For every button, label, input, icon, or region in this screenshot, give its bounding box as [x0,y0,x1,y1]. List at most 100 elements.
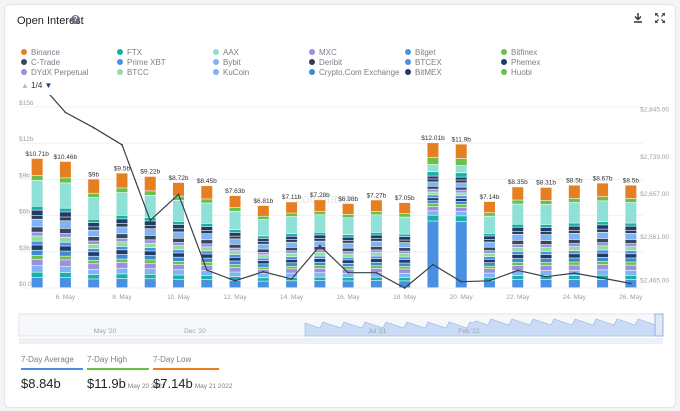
bar-segment [88,256,100,261]
bar-segment [59,208,71,212]
bar-segment [427,182,439,186]
bar-segment [201,240,213,244]
bar-segment [229,232,241,236]
bar-segment [427,186,439,189]
legend-item[interactable]: MXC [309,48,337,58]
bar-segment [399,240,411,243]
legend-item[interactable]: Phemex [501,58,540,68]
legend-label: Prime XBT [127,58,166,67]
bar-segment [144,243,156,248]
bar-data-label: $7.63b [225,188,245,195]
legend-item[interactable]: C-Trade [21,58,60,68]
legend-swatch [501,48,507,55]
y-left-tick-label: $6b [19,209,30,216]
bar-segment [427,203,439,207]
legend-swatch [117,68,123,75]
bar-segment [370,246,382,250]
bar-segment [342,248,354,252]
bar-segment [427,179,439,182]
bar-segment [31,219,43,227]
chart-area[interactable]: $0.00 $3b $6b $9b $12b $15b $2,465.00 $2,561.00… [5,95,675,395]
legend-item[interactable]: Crypto.Com Exchange [309,68,399,78]
bar-segment [88,244,100,249]
bar-segment [173,250,184,253]
y-right-tick-label: $2,465.00 [640,277,669,284]
legend-item[interactable]: BTCC [117,68,149,78]
legend-swatch [213,58,219,65]
bar-segment [342,263,354,267]
bar-segment [427,172,439,176]
bar-segment [59,233,71,237]
legend-page-up-icon[interactable]: ▲ [21,81,29,90]
legend-item[interactable]: Bitget [405,48,435,58]
legend-item[interactable]: Huobi [501,68,532,78]
bar-segment [229,211,241,230]
legend-swatch [405,48,411,55]
legend-item[interactable]: Bitfinex [501,48,537,58]
bar-segment [484,269,495,273]
bar-segment [173,224,184,229]
bar-segment [31,272,43,278]
price-point [516,269,519,272]
bar-segment [286,269,298,273]
bar-segment [144,191,156,196]
bar-segment [59,256,71,260]
bar-segment [144,247,156,251]
legend-item[interactable]: Binance [21,48,60,58]
bar-segment [229,195,241,208]
price-point [64,111,67,114]
legend-label: KuCoin [223,68,250,77]
bar-segment [597,270,609,275]
bar [597,183,609,288]
bar-segment [540,265,552,271]
bar-segment [370,256,382,259]
legend-page-down-icon[interactable]: ▼ [44,81,53,90]
bar-segment [427,189,439,192]
bar-segment [88,274,100,279]
bar-segment [31,259,43,266]
bar-segment [314,266,326,269]
bar-segment [144,221,156,226]
bar-segment [625,239,637,244]
bar-segment [286,213,298,217]
legend-item[interactable]: Prime XBT [117,58,166,68]
bar-segment [59,251,71,256]
bar-segment [540,279,552,288]
legend-item[interactable]: BTCEX [405,58,442,68]
bar-segment [116,188,128,193]
legend-item[interactable]: KuCoin [213,68,249,78]
legend-item[interactable]: Deribit [309,58,342,68]
navigator-handle[interactable] [654,313,664,337]
question-circle-icon[interactable]: ? [71,15,80,24]
stat-date: May 20 2022 [127,383,166,390]
bar-segment [512,244,524,248]
navigator-label: May '20 [94,328,117,335]
bar-segment [484,233,495,236]
legend-label: FTX [127,48,143,57]
x-tick-label: 20. May [450,294,474,301]
bar-segment [484,281,495,288]
legend-item[interactable]: FTX [117,48,142,58]
legend-item[interactable]: DYdX Perpetual [21,68,88,78]
legend-item[interactable]: AAX [213,48,239,58]
x-tick-label: 24. May [563,294,587,301]
bar-segment [144,225,156,229]
navigator-scrollbar[interactable] [19,338,663,344]
price-point [545,275,547,278]
download-icon[interactable] [631,13,645,27]
x-tick-label: 10. May [167,294,191,301]
price-point [234,279,236,282]
bar-segment [229,251,241,255]
legend-item[interactable]: Bybit [213,58,241,68]
expand-icon[interactable] [653,12,667,27]
bar-segment [144,279,156,288]
bar-segment [597,253,609,258]
bar-segment [370,250,382,253]
bar-segment [455,180,467,183]
x-tick-label: 16. May [337,294,361,301]
x-tick-label: 6. May [56,294,76,301]
bar-segment [88,219,100,223]
legend-item[interactable]: BitMEX [405,68,442,78]
bar-segment [427,192,439,195]
bar-segment [31,180,43,206]
